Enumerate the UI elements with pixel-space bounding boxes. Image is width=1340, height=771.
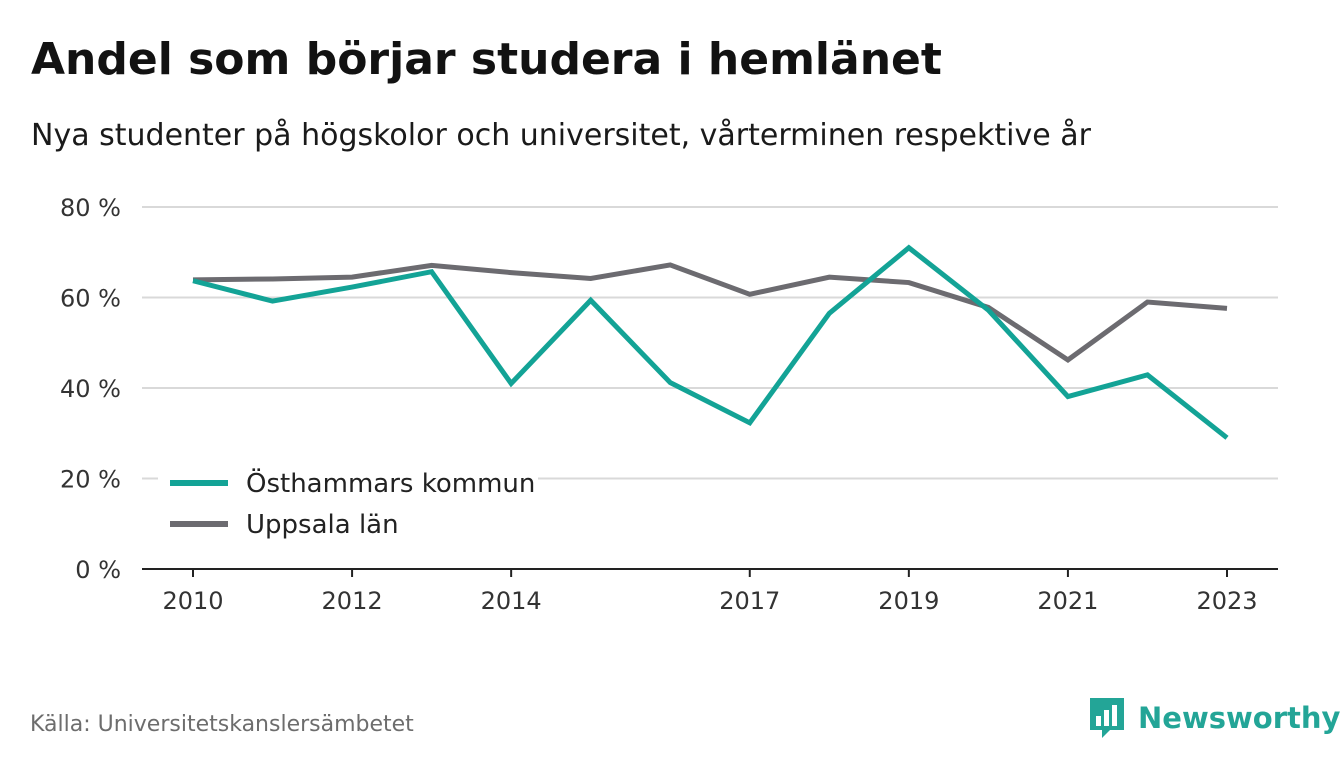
y-tick-label: 0 % — [75, 556, 121, 584]
x-axis-ticks: 2010 2012 2014 2017 2019 2021 2023 — [142, 568, 1278, 615]
chart-subtitle: Nya studenter på högskolor och universit… — [31, 118, 1091, 153]
x-tick-label: 2019 — [878, 587, 939, 615]
y-tick-label: 40 % — [60, 375, 121, 403]
chart-title: Andel som börjar studera i hemlänet — [31, 34, 942, 85]
x-tick-label: 2017 — [719, 587, 780, 615]
series-lines — [192, 244, 1229, 440]
legend-background — [158, 455, 538, 545]
bar-chart-speech-bubble-icon — [1090, 698, 1124, 738]
x-tick-label: 2012 — [322, 587, 383, 615]
x-tick-label: 2021 — [1037, 587, 1098, 615]
y-tick-label: 60 % — [60, 285, 121, 313]
y-tick-label: 20 % — [60, 466, 121, 494]
legend-label-1: Östhammars kommun — [246, 467, 535, 499]
legend-label-2: Uppsala län — [246, 510, 399, 540]
series-line-1 — [192, 244, 1229, 440]
x-tick-label: 2023 — [1196, 587, 1257, 615]
source-note: Källa: Universitetskanslersämbetet — [30, 712, 414, 737]
x-tick-label: 2014 — [481, 587, 542, 615]
y-axis-ticks: 0 % 20 % 40 % 60 % 80 % — [60, 194, 121, 584]
series-line-2 — [192, 262, 1228, 363]
legend: Östhammars kommun Uppsala län — [158, 455, 538, 545]
grid-lines — [142, 206, 1278, 480]
y-tick-label: 80 % — [60, 194, 121, 222]
brand-logo: Newsworthy — [1088, 696, 1340, 740]
brand-name: Newsworthy — [1138, 701, 1340, 735]
x-tick-label: 2010 — [162, 587, 223, 615]
line-chart: 0 % 20 % 40 % 60 % 80 % 2010 2012 2014 2017 2019… — [60, 194, 1278, 615]
